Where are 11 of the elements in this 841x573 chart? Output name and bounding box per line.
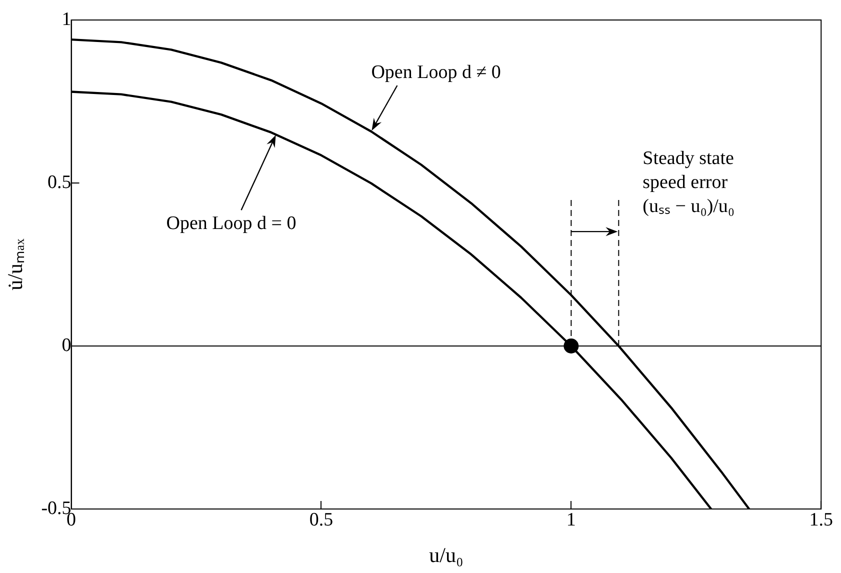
- annotation: Open Loop d ≠ 0: [371, 61, 501, 86]
- x-tick-label: 1.5: [809, 509, 833, 530]
- annotation: Open Loop d = 0: [166, 212, 296, 236]
- y-tick-label: 1: [62, 8, 72, 30]
- x-axis-title: u/u₀: [429, 542, 464, 567]
- y-tick-label: 0.5: [48, 172, 72, 193]
- y-tick-label: 0: [62, 334, 72, 356]
- annotation: Steady state speed error (uₛₛ − u₀)/u₀: [642, 146, 735, 219]
- y-axis-title: u̇/uₘₐₓ: [3, 238, 28, 290]
- x-tick-label: 0.5: [309, 509, 334, 530]
- x-tick-label: 1: [566, 509, 576, 530]
